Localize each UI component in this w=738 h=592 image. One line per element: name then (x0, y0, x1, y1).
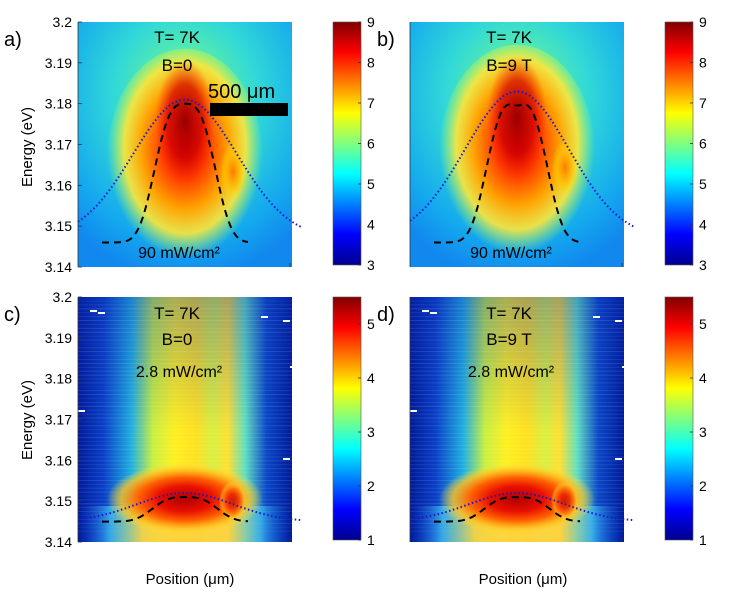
colorbar (664, 21, 694, 266)
colorbar-tick-label: 3 (699, 424, 707, 440)
colorbar (332, 21, 362, 266)
y-tick-label: 3.15 (45, 218, 72, 234)
colorbar-tick-label: 7 (367, 95, 375, 111)
colorbar-tick-label: 4 (367, 370, 375, 386)
colorbar-tick-label: 8 (367, 55, 375, 71)
annotation-temperature: T= 7K (486, 304, 532, 323)
y-tick-label: 3.2 (53, 289, 73, 305)
colorbar-tick-label: 5 (367, 176, 375, 192)
panel-label: c) (4, 304, 21, 326)
y-tick-label: 3.14 (45, 259, 72, 275)
colorbar-tick-label: 5 (699, 176, 707, 192)
annotation-field: B=0 (162, 330, 193, 349)
emission-core (487, 55, 547, 180)
model-curve-dashed (102, 496, 249, 523)
y-tick-label: 3.16 (45, 452, 72, 468)
y-tick-label: 3.14 (45, 534, 72, 550)
scale-bar (210, 103, 288, 116)
colorbar-tick-label: 1 (699, 532, 707, 548)
colorbar-tick-label: 9 (699, 14, 707, 30)
panel-label: b) (377, 29, 395, 51)
colorbar-tick-label: 6 (367, 136, 375, 152)
y-tick-label: 3.19 (45, 330, 72, 346)
colorbar-tick-label: 6 (699, 136, 707, 152)
colorbar-tick-label: 4 (699, 370, 707, 386)
colorbar (332, 296, 362, 541)
annotation-power: 2.8 mW/cm² (468, 364, 555, 381)
fit-curve-dotted (409, 90, 635, 228)
panel-c: 3.14 3.15 3.16 3.17 3.18 3.19 3.2 c) T= 7K B=0 2.8… (4, 289, 375, 550)
emission-band (439, 463, 595, 535)
annotation-field: B=0 (162, 56, 193, 75)
annotation-power: 90 mW/cm² (470, 245, 552, 262)
annotation-field: B=9 T (486, 56, 532, 75)
panel-d: d) T= 7K B=9 T 2.8 mW/cm² 1 2 3 4 5 (377, 296, 707, 548)
colorbar-tick-label: 5 (367, 316, 375, 332)
side-lobe (552, 139, 578, 196)
panel-a: 3.14 3.15 3.16 3.17 3.18 3.19 3.2 a) T= 7K B=0 90 … (4, 14, 375, 275)
emission-band (107, 463, 263, 535)
fit-curve-dotted (77, 98, 303, 229)
colorbar-tick-label: 9 (367, 14, 375, 30)
y-tick-label: 3.18 (45, 96, 72, 112)
scale-bar-label: 500 μm (208, 81, 275, 103)
annotation-temperature: T= 7K (154, 28, 200, 47)
annotation-temperature: T= 7K (154, 304, 200, 323)
y-tick-label: 3.15 (45, 493, 72, 509)
heatmap-area (78, 22, 292, 267)
model-curve-dashed (434, 496, 581, 523)
colorbar-tick-label: 5 (699, 316, 707, 332)
colorbar-tick-label: 2 (367, 478, 375, 494)
y-tick-label: 3.16 (45, 177, 72, 193)
y-axis-label-bottom: Energy (eV) (19, 380, 36, 460)
annotation-power: 90 mW/cm² (138, 245, 220, 262)
side-lobe (219, 481, 247, 521)
y-tick-label: 3.2 (53, 14, 73, 30)
annotation-power: 2.8 mW/cm² (136, 364, 223, 381)
colorbar-tick-label: 8 (699, 55, 707, 71)
side-lobe (551, 481, 579, 521)
side-lobe (220, 143, 246, 200)
y-tick-label: 3.17 (45, 137, 72, 153)
y-tick-label: 3.17 (45, 412, 72, 428)
colorbar-tick-label: 3 (367, 257, 375, 273)
heatmap-area (78, 297, 292, 542)
y-tick-label: 3.19 (45, 55, 72, 71)
heatmap-area (410, 297, 624, 542)
colorbar-tick-label: 3 (367, 424, 375, 440)
heatmap-area (410, 22, 624, 267)
colorbar-tick-label: 4 (367, 217, 375, 233)
y-tick-label: 3.18 (45, 371, 72, 387)
annotation-temperature: T= 7K (486, 28, 532, 47)
colorbar-tick-label: 3 (699, 257, 707, 273)
emission-core (155, 59, 215, 184)
colorbar-tick-label: 2 (699, 478, 707, 494)
annotation-field: B=9 T (486, 330, 532, 349)
y-axis-label-top: Energy (eV) (19, 107, 36, 187)
model-curve-dashed (102, 102, 249, 244)
panel-label: d) (377, 304, 395, 326)
x-axis-label-left: Position (μm) (146, 571, 235, 588)
colorbar-tick-label: 7 (699, 95, 707, 111)
colorbar (664, 296, 694, 541)
x-axis-label-right: Position (μm) (479, 571, 568, 588)
panel-label: a) (4, 29, 22, 51)
colorbar-tick-label: 4 (699, 217, 707, 233)
panel-b: b) T= 7K B=9 T 90 mW/cm² 3 4 5 6 7 8 9 (377, 14, 707, 273)
colorbar-tick-label: 1 (367, 532, 375, 548)
model-curve-dashed (434, 103, 581, 244)
